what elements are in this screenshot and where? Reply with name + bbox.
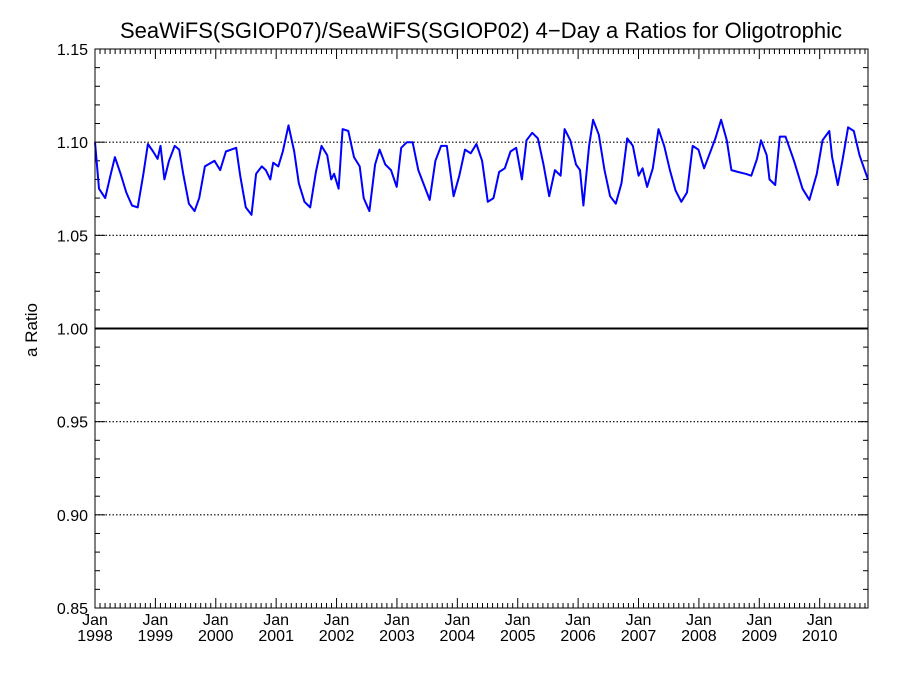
x-tick-label-year: 2005 — [500, 628, 536, 645]
x-tick-label-year: 2004 — [440, 628, 476, 645]
x-tick-label-year: 2007 — [621, 628, 657, 645]
x-tick-label-month: Jan — [444, 612, 470, 629]
y-tick-label: 0.90 — [57, 508, 88, 525]
x-tick-labels: Jan1998Jan1999Jan2000Jan2001Jan2002Jan20… — [77, 612, 837, 645]
series-line-0 — [94, 118, 869, 216]
x-tick-label-month: Jan — [505, 612, 531, 629]
x-tick-label-month: Jan — [626, 612, 652, 629]
y-tick-label: 0.85 — [57, 601, 88, 618]
x-tick-label-year: 1998 — [77, 628, 113, 645]
x-tick-label-year: 2001 — [258, 628, 294, 645]
y-axis-title: a Ratio — [22, 303, 41, 357]
y-tick-label: 1.05 — [57, 228, 88, 245]
x-tick-label-year: 2009 — [742, 628, 778, 645]
x-tick-label-year: 2002 — [319, 628, 355, 645]
chart-title: SeaWiFS(SGIOP07)/SeaWiFS(SGIOP02) 4−Day … — [120, 18, 842, 43]
y-tick-label: 1.00 — [57, 322, 88, 339]
x-tick-label-year: 2006 — [560, 628, 596, 645]
x-tick-label-month: Jan — [384, 612, 410, 629]
y-tick-label: 0.95 — [57, 415, 88, 432]
x-tick-label-month: Jan — [142, 612, 168, 629]
x-tick-label-month: Jan — [565, 612, 591, 629]
y-tick-label: 1.15 — [57, 42, 88, 59]
x-tick-label-month: Jan — [746, 612, 772, 629]
series-group — [94, 118, 869, 216]
x-tick-label-year: 2010 — [802, 628, 838, 645]
x-tick-label-month: Jan — [203, 612, 229, 629]
axis-ticks — [94, 48, 868, 609]
x-tick-label-year: 2003 — [379, 628, 415, 645]
x-tick-label-month: Jan — [807, 612, 833, 629]
x-tick-label-month: Jan — [686, 612, 712, 629]
y-tick-label: 1.10 — [57, 135, 88, 152]
y-tick-labels: 0.85 0.90 0.95 1.00 1.05 1.10 1.15 — [57, 42, 88, 618]
x-tick-label-year: 2000 — [198, 628, 234, 645]
reference-lines — [95, 141, 868, 516]
x-tick-label-year: 2008 — [681, 628, 717, 645]
x-tick-label-month: Jan — [263, 612, 289, 629]
x-tick-label-month: Jan — [324, 612, 350, 629]
x-tick-label-year: 1999 — [138, 628, 174, 645]
plot-frame — [94, 48, 869, 609]
x-tick-label-month: Jan — [82, 612, 108, 629]
